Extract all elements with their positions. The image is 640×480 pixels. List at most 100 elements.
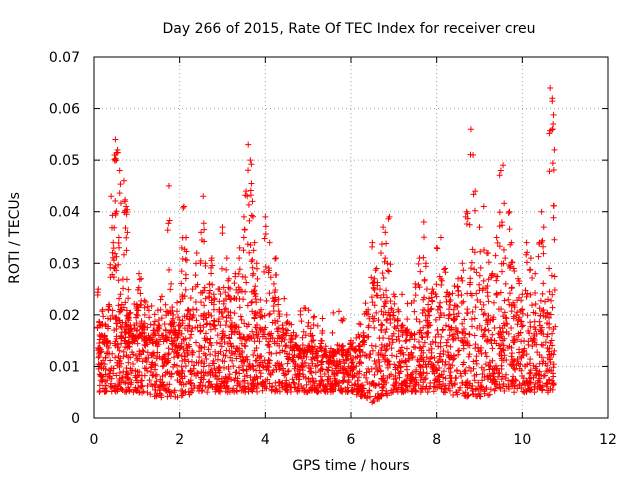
data-point bbox=[208, 257, 215, 264]
data-point bbox=[123, 307, 130, 314]
data-point bbox=[532, 381, 539, 388]
data-point bbox=[420, 349, 427, 356]
data-point bbox=[509, 259, 516, 266]
data-point bbox=[262, 213, 269, 220]
data-point bbox=[426, 358, 433, 365]
y-tick-label: 0.03 bbox=[49, 256, 80, 272]
data-point bbox=[292, 371, 299, 378]
data-point bbox=[310, 337, 317, 344]
data-point bbox=[164, 358, 171, 365]
data-point bbox=[486, 391, 493, 398]
data-point bbox=[499, 268, 506, 275]
data-point bbox=[120, 378, 127, 385]
data-point bbox=[242, 389, 249, 396]
data-point bbox=[454, 283, 461, 290]
data-point bbox=[189, 315, 196, 322]
data-point bbox=[403, 327, 410, 334]
data-point bbox=[299, 364, 306, 371]
data-point bbox=[261, 357, 268, 364]
data-point bbox=[174, 334, 181, 341]
data-point bbox=[433, 293, 440, 300]
data-point bbox=[168, 340, 175, 347]
data-point bbox=[115, 261, 122, 268]
data-point bbox=[415, 282, 422, 289]
data-point bbox=[356, 342, 363, 349]
data-point bbox=[422, 375, 429, 382]
data-point bbox=[254, 310, 261, 317]
data-point bbox=[134, 388, 141, 395]
data-point bbox=[107, 380, 114, 387]
data-point bbox=[308, 387, 315, 394]
data-point bbox=[114, 149, 121, 156]
data-point bbox=[550, 167, 557, 174]
data-point bbox=[441, 266, 448, 273]
data-point bbox=[518, 318, 525, 325]
data-point bbox=[219, 224, 226, 231]
data-point bbox=[412, 387, 419, 394]
data-point bbox=[136, 389, 143, 396]
data-point bbox=[149, 383, 156, 390]
data-point bbox=[207, 351, 214, 358]
data-point bbox=[129, 367, 136, 374]
data-point bbox=[209, 262, 216, 269]
data-point bbox=[383, 240, 390, 247]
data-point bbox=[235, 284, 242, 291]
data-point bbox=[476, 322, 483, 329]
data-point bbox=[327, 385, 334, 392]
data-point bbox=[166, 381, 173, 388]
data-point bbox=[197, 327, 204, 334]
data-point bbox=[195, 370, 202, 377]
data-point bbox=[447, 301, 454, 308]
data-point bbox=[367, 351, 374, 358]
data-point bbox=[135, 304, 142, 311]
data-point bbox=[185, 350, 192, 357]
data-point bbox=[431, 379, 438, 386]
data-point bbox=[216, 286, 223, 293]
data-point bbox=[378, 347, 385, 354]
data-point bbox=[487, 363, 494, 370]
data-point bbox=[166, 266, 173, 273]
data-point bbox=[453, 375, 460, 382]
data-point bbox=[244, 372, 251, 379]
data-point bbox=[305, 319, 312, 326]
data-point bbox=[114, 344, 121, 351]
data-point bbox=[473, 290, 480, 297]
data-point bbox=[383, 346, 390, 353]
data-point bbox=[102, 366, 109, 373]
data-point bbox=[546, 130, 553, 137]
data-points bbox=[94, 84, 559, 406]
data-point bbox=[467, 126, 474, 133]
data-point bbox=[99, 373, 106, 380]
data-point bbox=[143, 358, 150, 365]
data-point bbox=[463, 382, 470, 389]
data-point bbox=[540, 373, 547, 380]
data-point bbox=[121, 337, 128, 344]
data-point bbox=[423, 370, 430, 377]
data-point bbox=[244, 302, 251, 309]
data-point bbox=[227, 323, 234, 330]
data-point bbox=[478, 364, 485, 371]
data-point bbox=[388, 305, 395, 312]
data-point bbox=[201, 226, 208, 233]
data-point bbox=[475, 344, 482, 351]
data-point bbox=[404, 300, 411, 307]
data-point bbox=[154, 326, 161, 333]
data-point bbox=[120, 177, 127, 184]
data-point bbox=[278, 334, 285, 341]
data-point bbox=[179, 368, 186, 375]
data-point bbox=[125, 339, 132, 346]
data-point bbox=[284, 360, 291, 367]
data-point bbox=[520, 375, 527, 382]
data-point bbox=[161, 353, 168, 360]
data-point bbox=[141, 304, 148, 311]
data-point bbox=[396, 337, 403, 344]
data-point bbox=[249, 213, 256, 220]
data-point bbox=[319, 330, 326, 337]
data-point bbox=[256, 367, 263, 374]
data-point bbox=[446, 291, 453, 298]
data-point bbox=[123, 387, 130, 394]
data-point bbox=[247, 157, 254, 164]
data-point bbox=[102, 378, 109, 385]
data-point bbox=[458, 299, 465, 306]
data-point bbox=[285, 356, 292, 363]
